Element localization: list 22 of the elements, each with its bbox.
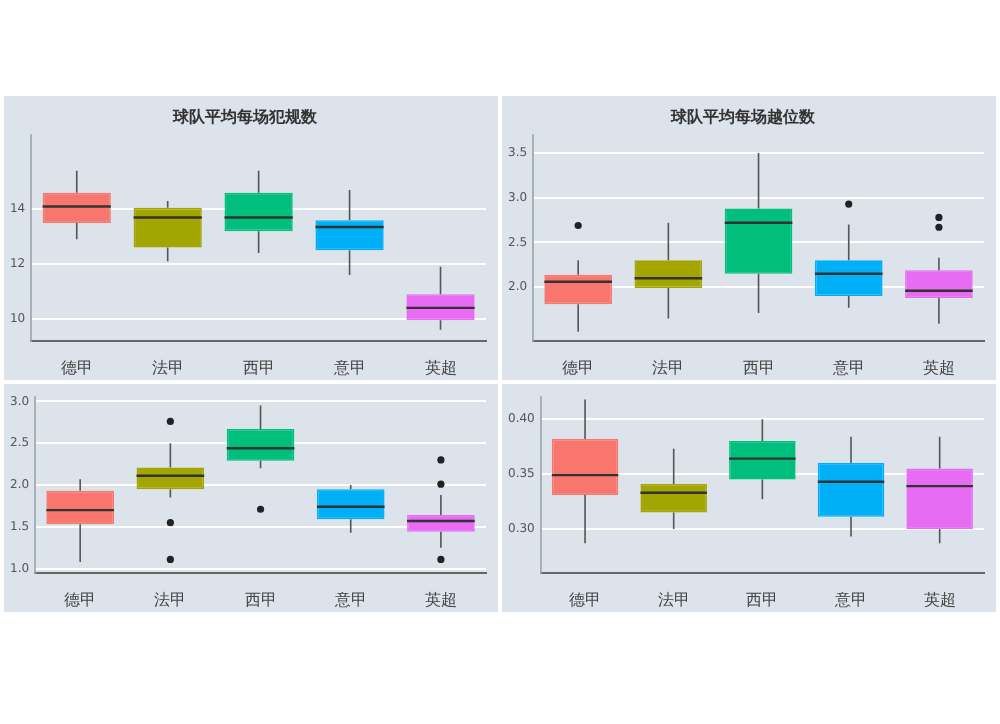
x-tick-label: 法甲 (657, 590, 690, 609)
chart-title: 球队平均每场越位数 (669, 107, 817, 126)
x-tick-label: 法甲 (154, 590, 187, 609)
x-tick-label: 德甲 (569, 590, 602, 609)
x-tick-label: 意甲 (331, 358, 366, 377)
x-tick-label: 西甲 (742, 358, 775, 377)
x-tick-label: 西甲 (746, 590, 779, 609)
x-tick-label: 德甲 (60, 358, 93, 377)
x-tick-label: 英超 (424, 590, 457, 609)
x-tick-label: 西甲 (244, 590, 277, 609)
x-tick-label: 意甲 (332, 590, 367, 609)
x-tick-label: 英超 (922, 358, 955, 377)
x-tick-label: 西甲 (242, 358, 275, 377)
x-tick-label: 法甲 (652, 358, 685, 377)
x-tick-label: 德甲 (64, 590, 97, 609)
chart-title: 球队平均每场犯规数 (171, 107, 319, 126)
x-tick-label: 意甲 (833, 590, 868, 609)
x-tick-label: 法甲 (151, 358, 184, 377)
x-tick-label: 英超 (923, 590, 956, 609)
x-tick-label: 德甲 (562, 358, 595, 377)
x-tick-label: 意甲 (830, 358, 865, 377)
x-tick-label: 英超 (424, 358, 457, 377)
